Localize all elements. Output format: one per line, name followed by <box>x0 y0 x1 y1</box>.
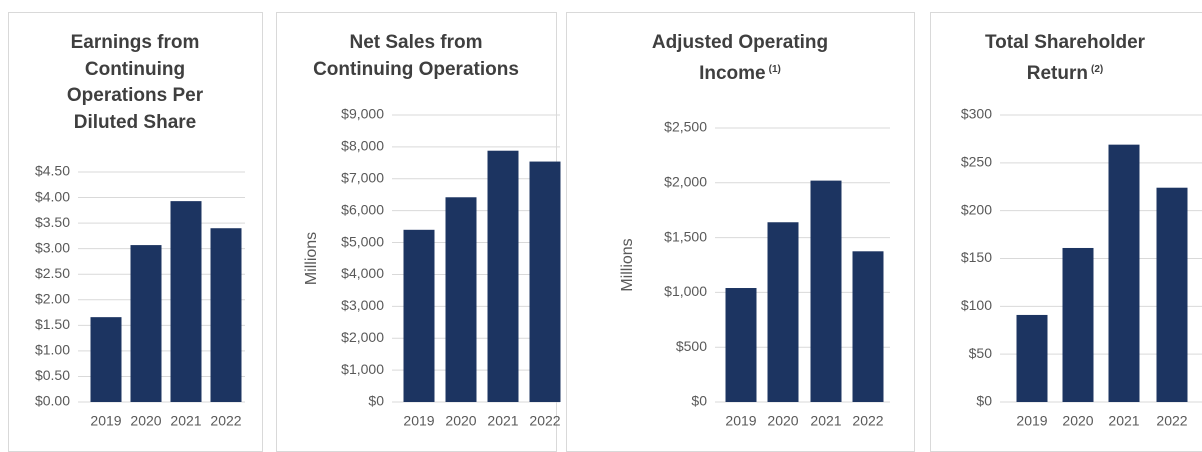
x-tick-label: 2019 <box>725 413 756 429</box>
x-tick-label: 2020 <box>1062 413 1093 429</box>
y-tick-label: $0 <box>691 393 707 409</box>
x-tick-label: 2020 <box>445 413 476 429</box>
x-tick-label: 2020 <box>767 413 798 429</box>
title-text: Earnings from Continuing Operations Per … <box>66 32 204 133</box>
x-tick-label: 2021 <box>170 413 201 429</box>
bar <box>210 228 242 402</box>
page: Earnings from Continuing Operations Per … <box>8 12 1202 452</box>
x-tick-label: 2022 <box>210 413 241 429</box>
x-tick-label: 2019 <box>90 413 121 429</box>
bar <box>852 251 884 402</box>
y-tick-label: $3.50 <box>35 214 70 230</box>
bar <box>1016 314 1048 402</box>
bar <box>1156 187 1188 402</box>
y-tick-label: $0.50 <box>35 367 70 383</box>
bar <box>725 288 757 402</box>
y-tick-label: $150 <box>961 249 992 265</box>
y-tick-label: $5,000 <box>341 233 384 249</box>
x-tick-label: 2021 <box>1108 413 1139 429</box>
y-tick-label: $3,000 <box>341 297 384 313</box>
title-note: (2) <box>1091 63 1104 75</box>
x-tick-label: 2020 <box>130 413 161 429</box>
y-tick-label: $8,000 <box>341 138 384 154</box>
bar <box>1108 144 1140 402</box>
bar <box>529 161 561 402</box>
x-tick-label: 2021 <box>487 413 518 429</box>
y-tick-label: $4.00 <box>35 188 70 204</box>
title-note: (1) <box>768 63 781 75</box>
title-text: Total Shareholder Return <box>984 32 1146 84</box>
y-tick-label: $250 <box>961 154 992 170</box>
y-tick-label: $50 <box>969 345 993 361</box>
y-tick-label: $2,000 <box>341 329 384 345</box>
bar <box>130 245 162 402</box>
y-tick-label: $1,000 <box>341 361 384 377</box>
bar <box>90 317 122 402</box>
bar <box>1062 247 1094 402</box>
y-tick-label: $9,000 <box>341 106 384 122</box>
charts: $0.00 $0.50 $1.00 $1.50 $2.00 $2.50 $3.00 $3.50… <box>35 106 1202 429</box>
y-tick-label: $1.00 <box>35 342 70 358</box>
y-tick-label: $2.00 <box>35 290 70 306</box>
y-tick-label: $0 <box>976 393 992 409</box>
y-axis-label: Millions <box>619 238 636 291</box>
chart-title: Adjusted Operating Income (1) <box>640 30 840 87</box>
title-text: Adjusted Operating Income <box>651 32 829 84</box>
y-tick-label: $0.00 <box>35 393 70 409</box>
x-tick-label: 2021 <box>810 413 841 429</box>
y-tick-label: $7,000 <box>341 169 384 185</box>
x-tick-label: 2019 <box>1016 413 1047 429</box>
bar <box>767 222 799 402</box>
x-tick-label: 2022 <box>1156 413 1187 429</box>
y-tick-label: $2,500 <box>664 119 707 135</box>
x-tick-label: 2019 <box>403 413 434 429</box>
y-tick-label: $2.50 <box>35 265 70 281</box>
bar <box>445 197 477 402</box>
chart-title: Net Sales from Continuing Operations <box>300 30 532 83</box>
bar <box>487 150 519 402</box>
y-axis-label: Millions <box>303 232 320 285</box>
bar <box>403 229 435 402</box>
y-tick-label: $500 <box>676 338 707 354</box>
y-tick-label: $1,500 <box>664 228 707 244</box>
y-tick-label: $3.00 <box>35 239 70 255</box>
bar <box>170 201 202 402</box>
x-tick-label: 2022 <box>529 413 560 429</box>
y-tick-label: $0 <box>368 393 384 409</box>
chart-title: Total Shareholder Return (2) <box>965 30 1165 87</box>
title-text: Net Sales from Continuing Operations <box>313 32 519 80</box>
y-tick-label: $4.50 <box>35 163 70 179</box>
y-tick-label: $300 <box>961 106 992 122</box>
y-tick-label: $200 <box>961 201 992 217</box>
y-tick-label: $1,000 <box>664 283 707 299</box>
y-tick-label: $4,000 <box>341 265 384 281</box>
x-tick-label: 2022 <box>852 413 883 429</box>
chart-title: Earnings from Continuing Operations Per … <box>55 30 215 136</box>
y-tick-label: $6,000 <box>341 201 384 217</box>
y-tick-label: $1.50 <box>35 316 70 332</box>
y-tick-label: $2,000 <box>664 174 707 190</box>
bar <box>810 180 842 402</box>
y-tick-label: $100 <box>961 297 992 313</box>
